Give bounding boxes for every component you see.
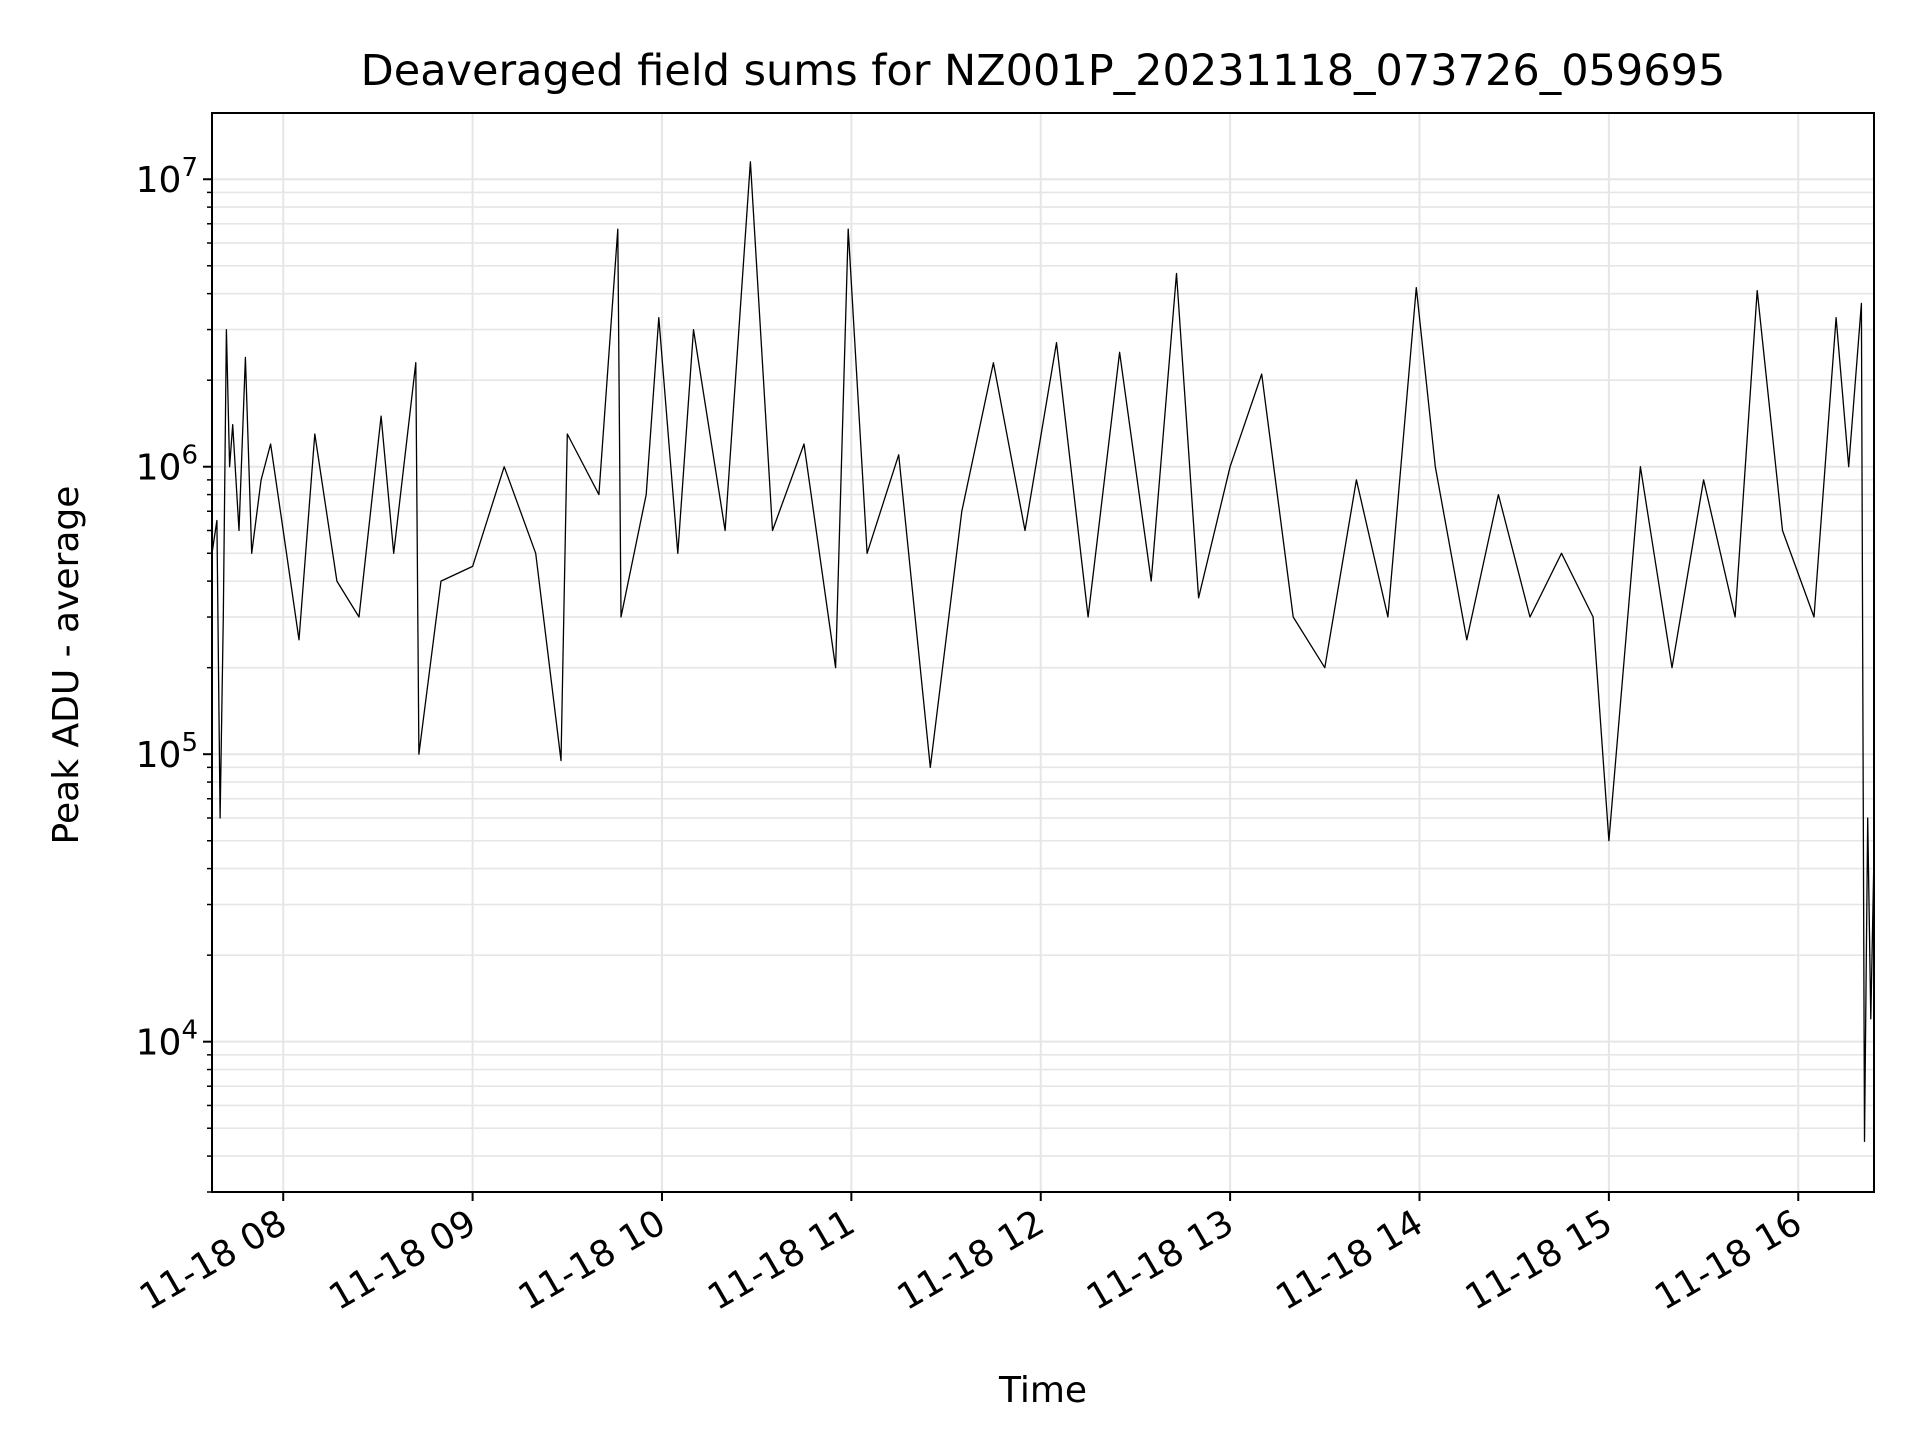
x-tick-label: 11-18 15 <box>1459 1202 1620 1318</box>
x-tick-label: 11-18 14 <box>1269 1202 1430 1318</box>
y-tick-label: 106 <box>136 441 198 489</box>
x-axis-label: Time <box>998 1370 1087 1411</box>
y-tick-label: 107 <box>136 153 198 201</box>
series-line-0 <box>211 161 1875 1143</box>
x-tick-label: 11-18 09 <box>322 1202 483 1318</box>
grid-lines <box>212 113 1874 1193</box>
x-tick-label: 11-18 12 <box>891 1202 1052 1318</box>
plot-frame <box>211 112 1875 1193</box>
y-tick-label: 104 <box>136 1016 198 1064</box>
series-group <box>211 161 1875 1143</box>
chart-title: Deaveraged field sums for NZ001P_2023111… <box>361 46 1726 96</box>
x-tick-label: 11-18 11 <box>701 1202 862 1318</box>
y-axis-ticks: 104 105 106 107 <box>136 153 212 1193</box>
x-tick-label: 11-18 08 <box>133 1202 294 1318</box>
x-tick-label: 11-18 13 <box>1080 1202 1241 1318</box>
x-axis-ticks: 11-18 08 11-18 09 11-18 10 11-18 11 11-18 12… <box>133 1192 1809 1319</box>
x-tick-label: 11-18 16 <box>1648 1202 1809 1318</box>
y-tick-label: 105 <box>136 728 198 776</box>
x-tick-label: 11-18 10 <box>512 1202 673 1318</box>
y-axis-label: Peak ADU - average <box>46 486 87 845</box>
